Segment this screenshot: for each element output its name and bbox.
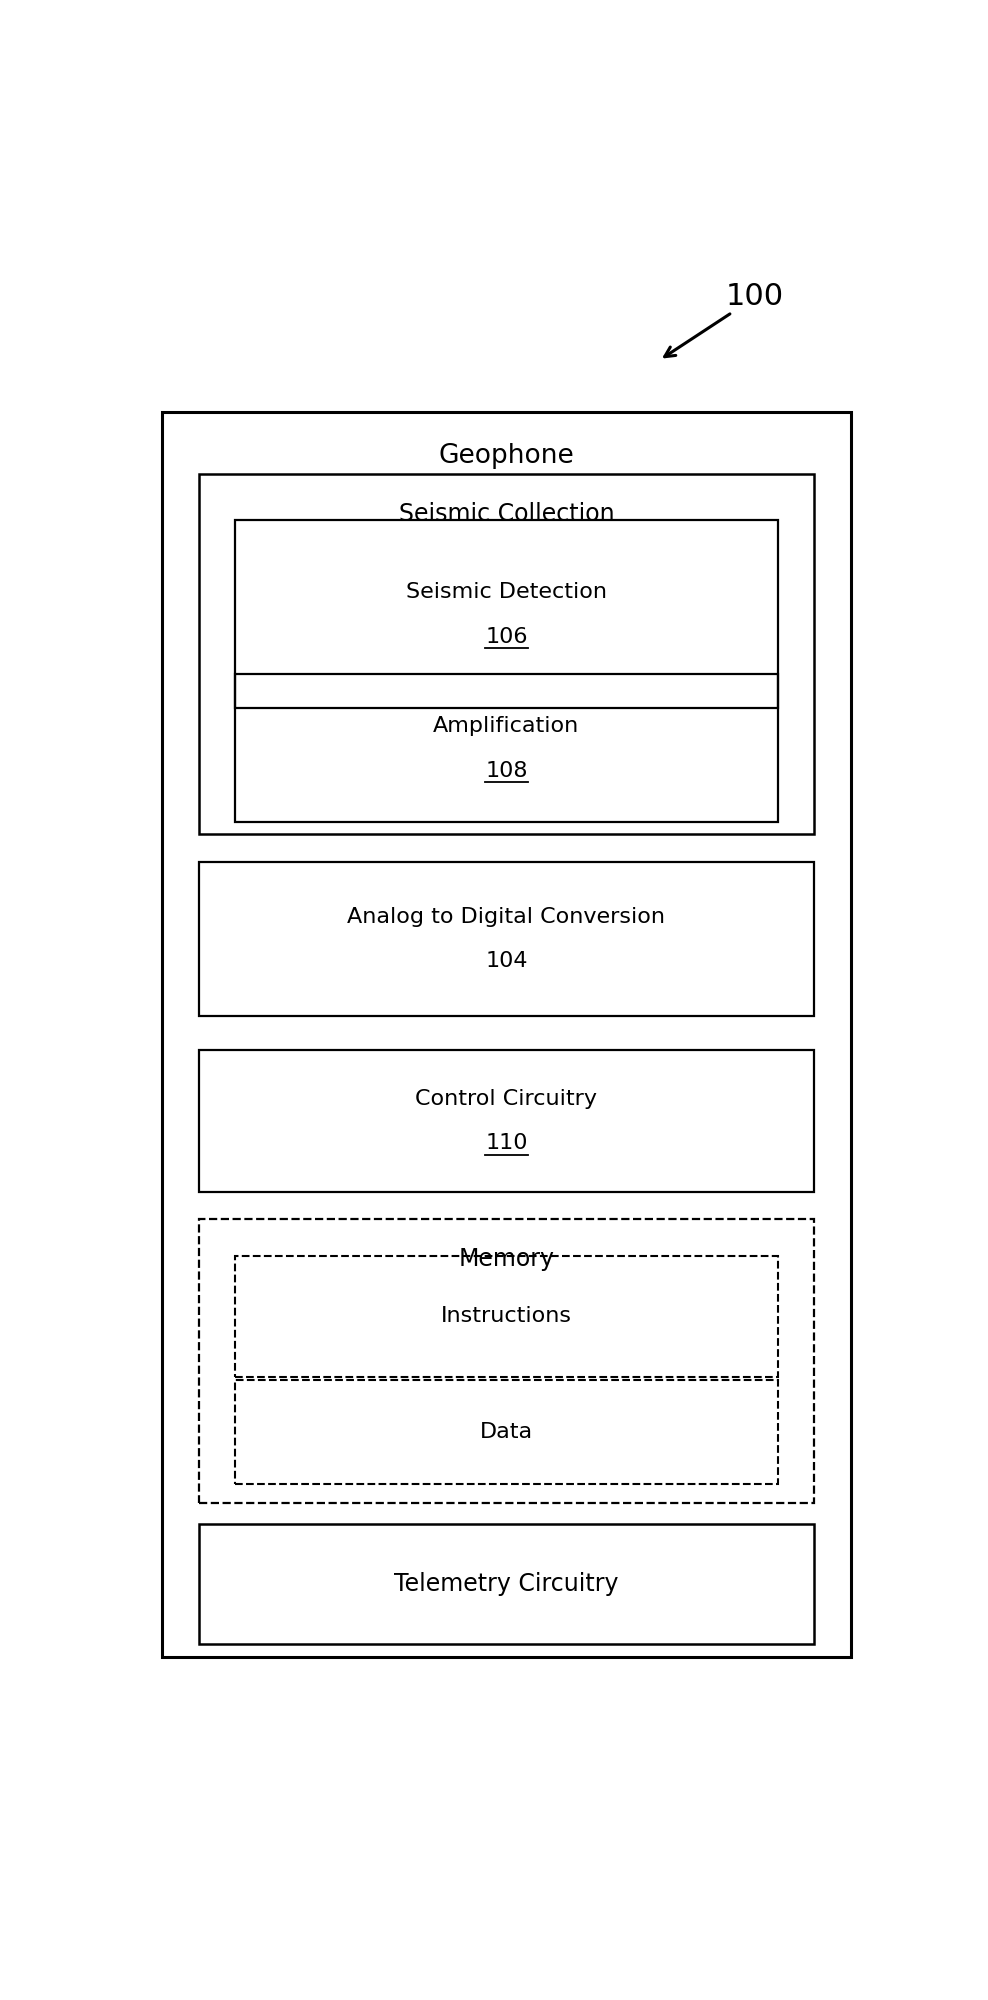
Text: Analog to Digital Conversion: Analog to Digital Conversion <box>348 906 665 926</box>
Text: Data: Data <box>480 1422 533 1442</box>
Text: Control Circuitry: Control Circuitry <box>415 1088 598 1108</box>
Text: Telemetry Circuitry: Telemetry Circuitry <box>394 1572 618 1596</box>
Text: Seismic Detection: Seismic Detection <box>406 582 607 602</box>
Text: 104: 104 <box>485 952 528 972</box>
Text: Memory: Memory <box>458 1248 554 1272</box>
Text: Amplification: Amplification <box>433 716 580 736</box>
Text: 108: 108 <box>485 760 528 780</box>
Text: Seismic Collection: Seismic Collection <box>398 502 615 526</box>
Text: 106: 106 <box>485 626 528 646</box>
Text: 110: 110 <box>485 1134 528 1154</box>
Text: 100: 100 <box>726 282 784 312</box>
Text: Instructions: Instructions <box>441 1306 572 1326</box>
Text: Geophone: Geophone <box>439 444 574 470</box>
